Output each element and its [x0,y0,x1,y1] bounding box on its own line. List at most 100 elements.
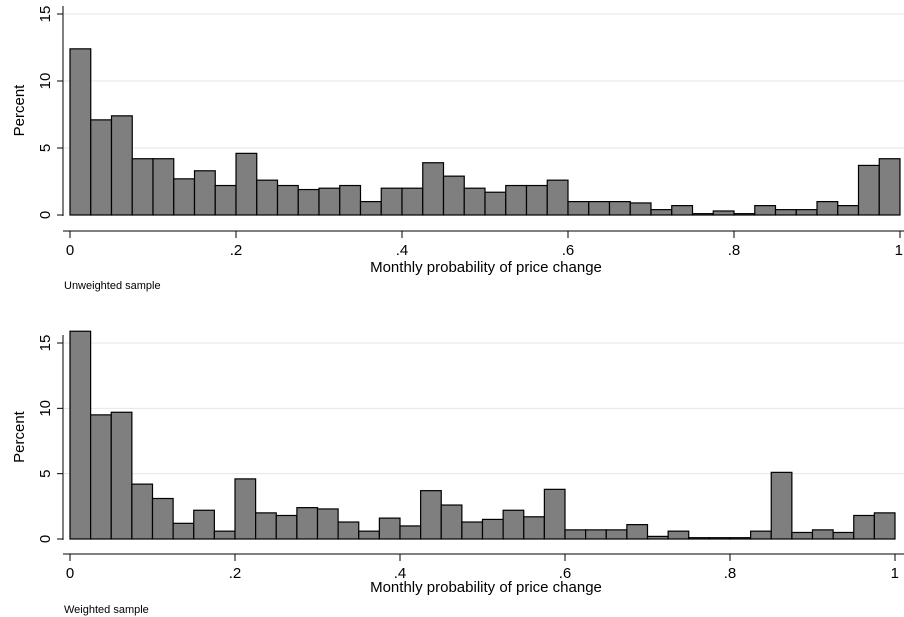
histogram-bar [378,517,401,540]
histogram-bar [358,530,380,540]
x-tick-label: 1 [895,242,903,259]
histogram-bar [811,529,834,540]
histogram-bar [708,537,731,540]
histogram-bar [608,201,631,216]
histogram-bar [256,179,279,216]
x-tick-label: .2 [230,242,243,259]
histogram-bar [297,188,320,216]
histogram-bar [422,162,445,216]
y-tick-label: 0 [37,211,54,219]
histogram-bar [339,184,362,216]
x-tick-label: 1 [891,565,899,582]
histogram-bar [213,530,236,540]
histogram-bar [750,530,772,540]
panel-note: Weighted sample [64,604,149,616]
histogram-bar [255,512,277,540]
histogram-bar [774,209,797,216]
histogram-bar [234,478,257,540]
histogram-bar [316,508,339,540]
histogram-bar [770,471,793,540]
histogram-bar [525,184,548,216]
histogram-bar [688,537,710,540]
histogram-bar [110,115,133,216]
histogram-bar [69,330,92,540]
histogram-bar [546,179,569,216]
x-tick-label: 0 [66,565,74,582]
x-tick-label: 0 [66,242,74,259]
histogram-bar [399,525,422,540]
histogram-bar [505,184,528,216]
x-tick-label: .4 [394,565,407,582]
histogram-bar [502,509,525,540]
histogram-bar [837,205,860,216]
histogram-bar [543,488,566,540]
x-tick-label: .8 [724,565,737,582]
x-axis-title: Monthly probability of price change [370,579,602,596]
histogram-bar [712,210,735,216]
histogram-bar [878,158,901,216]
histogram-bar [463,187,486,216]
x-tick-label: .8 [728,242,741,259]
y-axis-title: Percent [11,410,28,463]
histogram-unweighted: 0 5 10 15 Percent 0 .2 .4 .6 .8 1 Monthly probabili… [11,6,904,292]
x-tick-label: .2 [229,565,242,582]
histogram-bar [484,191,507,216]
histogram-bar [853,514,875,540]
histogram-bar [754,205,777,216]
y-tick-label: 15 [37,335,54,352]
histogram-bar [729,537,752,540]
histogram-bar [359,201,382,216]
y-tick-label: 15 [37,6,54,23]
histogram-bar [691,213,714,216]
histogram-bar [585,529,607,540]
histogram-bar [110,411,133,540]
histogram-bar [318,187,341,216]
histogram-bar [420,490,442,540]
histogram-bar [795,209,818,216]
histogram-bar [605,529,628,540]
histogram-bar [461,521,484,540]
histogram-bar [816,201,839,216]
histogram-bar [276,184,299,216]
histogram-bar [90,119,113,216]
histogram-bar [481,518,504,540]
histogram-bar [440,504,463,540]
histogram-bar [626,524,649,540]
x-tick-label: .4 [396,242,409,259]
y-tick-label: 0 [37,535,54,543]
histogram-bar [151,497,174,540]
histogram-bar [442,175,465,216]
histogram-bar [401,187,424,216]
histogram-bar [152,158,175,216]
histogram-bar [90,414,112,540]
y-tick-label: 5 [37,469,54,477]
histogram-bar [523,516,545,540]
panel-note: Unweighted sample [64,280,161,292]
histogram-bar [193,509,215,540]
histogram-bar [69,48,92,216]
histogram-bar [629,202,652,216]
histogram-bar [337,521,360,540]
histogram-bar [193,170,216,216]
histogram-bar [650,209,673,216]
y-tick-label: 10 [37,400,54,417]
x-tick-label: .6 [562,242,575,259]
histogram-bar [588,201,611,216]
histogram-bar [172,522,195,540]
histogram-bar [296,507,319,540]
histogram-bar [131,483,154,540]
histogram-bar [791,531,814,540]
histogram-bar [671,205,694,216]
histogram-bar [380,187,403,216]
histogram-bar [567,201,590,216]
histogram-bar [667,530,690,540]
histogram-bar [275,514,298,540]
histogram-bar [733,213,756,216]
histogram-bar [173,178,196,216]
histogram-bar [646,535,669,540]
histogram-bar [564,529,587,540]
histogram-bar [131,158,154,216]
x-axis-title: Monthly probability of price change [370,259,602,276]
histogram-bar [235,152,258,216]
